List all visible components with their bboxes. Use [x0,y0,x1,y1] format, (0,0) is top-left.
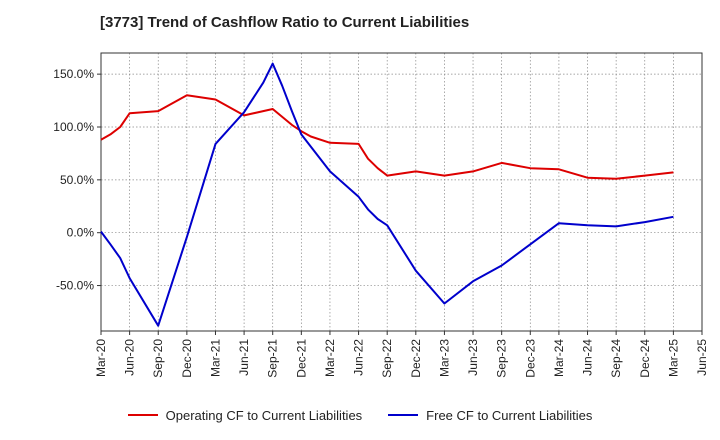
series-line-operating-cf [100,94,674,180]
x-tick-label: Dec-20 [180,339,194,378]
x-tick-label: Sep-23 [495,339,509,378]
x-tick-label: Jun-22 [352,339,366,376]
x-tick-label: Dec-21 [294,339,308,378]
x-tick-label: Mar-20 [94,339,108,377]
legend: Operating CF to Current Liabilities Free … [0,404,720,426]
legend-item-operating-cf: Operating CF to Current Liabilities [127,407,363,423]
legend-swatch [127,414,158,416]
y-tick-label: 0.0% [67,226,95,240]
x-tick-label: Jun-25 [695,339,709,376]
legend-swatch [388,414,419,416]
x-tick-label: Mar-21 [208,339,222,377]
x-tick-label: Jun-23 [466,339,480,376]
y-tick-label: 50.0% [60,173,94,187]
y-tick-label: 150.0% [53,67,94,81]
x-tick-label: Jun-24 [581,339,595,376]
x-tick-label: Sep-24 [609,339,623,378]
x-tick-label: Jun-20 [123,339,137,376]
x-tick-label: Dec-24 [638,339,652,378]
x-tick-label: Jun-21 [237,339,251,376]
x-tick-label: Mar-22 [323,339,337,377]
x-tick-label: Dec-22 [409,339,423,378]
x-tick-label: Dec-23 [523,339,537,378]
series-line-free-cf [100,62,674,327]
plot-frame [100,52,703,332]
legend-label: Free CF to Current Liabilities [426,407,593,423]
x-tick-label: Sep-21 [266,339,280,378]
x-tick-label: Sep-20 [151,339,165,378]
y-tick-label: 100.0% [53,120,94,134]
legend-item-free-cf: Free CF to Current Liabilities [388,408,592,423]
chart-title: [3773] Trend of Cashflow Ratio to Curren… [100,14,470,31]
x-tick-label: Mar-24 [552,339,566,377]
x-tick-label: Mar-23 [437,339,451,377]
x-tick-label: Mar-25 [666,339,680,377]
legend-label: Operating CF to Current Liabilities [165,407,363,423]
x-tick-label: Sep-22 [380,339,394,378]
y-tick-label: -50.0% [56,279,94,293]
